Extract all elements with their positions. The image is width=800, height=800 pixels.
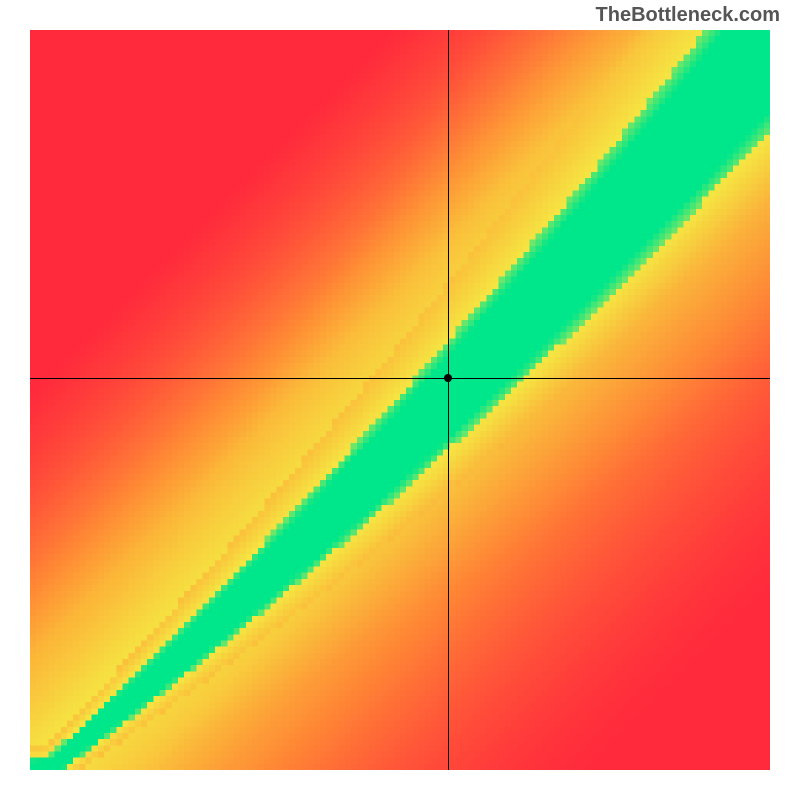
crosshair-horizontal	[30, 378, 770, 379]
marker-point	[444, 374, 452, 382]
heatmap-canvas	[30, 30, 770, 770]
crosshair-vertical	[448, 30, 449, 770]
watermark-text: TheBottleneck.com	[596, 4, 780, 27]
heatmap-chart	[30, 30, 770, 770]
